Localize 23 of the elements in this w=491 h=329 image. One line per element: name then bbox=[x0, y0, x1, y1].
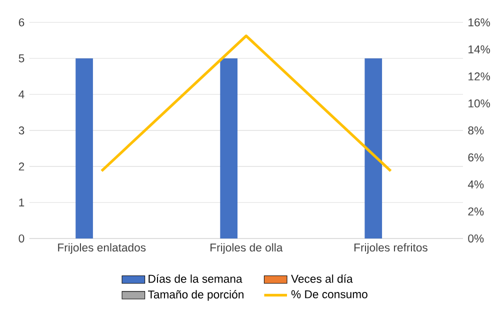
y2-tick-label: 2% bbox=[468, 207, 484, 216]
y-tick-label: 1 bbox=[19, 198, 24, 206]
legend-label: Veces al día bbox=[291, 274, 353, 283]
y-tick-label: 6 bbox=[18, 18, 24, 26]
y2-tick-label: 4% bbox=[468, 180, 484, 188]
y-tick-label: 5 bbox=[18, 54, 24, 62]
x-tick-label: Frijoles de olla bbox=[210, 243, 283, 254]
y2-tick-label: 14% bbox=[468, 45, 490, 54]
y-tick-label: 0 bbox=[18, 234, 24, 242]
y2-tick-label: 0% bbox=[468, 234, 484, 242]
y2-tick-label: 16% bbox=[468, 18, 490, 26]
x-tick-label: Frijoles refritos bbox=[354, 243, 428, 254]
y-tick-label: 4 bbox=[18, 90, 24, 98]
legend-label: Días de la semana bbox=[148, 274, 242, 283]
x-tick-label: Frijoles enlatados bbox=[58, 243, 146, 254]
y2-tick-label: 12% bbox=[468, 72, 490, 80]
legend-label: % De consumo bbox=[291, 290, 368, 298]
y-tick-label: 2 bbox=[18, 162, 24, 170]
y2-tick-label: 6% bbox=[468, 153, 484, 162]
y-tick-label: 3 bbox=[18, 126, 24, 134]
y2-tick-label: 8% bbox=[468, 126, 484, 134]
legend-label: Tamaño de porción bbox=[148, 290, 244, 301]
y2-tick-label: 10% bbox=[468, 99, 490, 108]
